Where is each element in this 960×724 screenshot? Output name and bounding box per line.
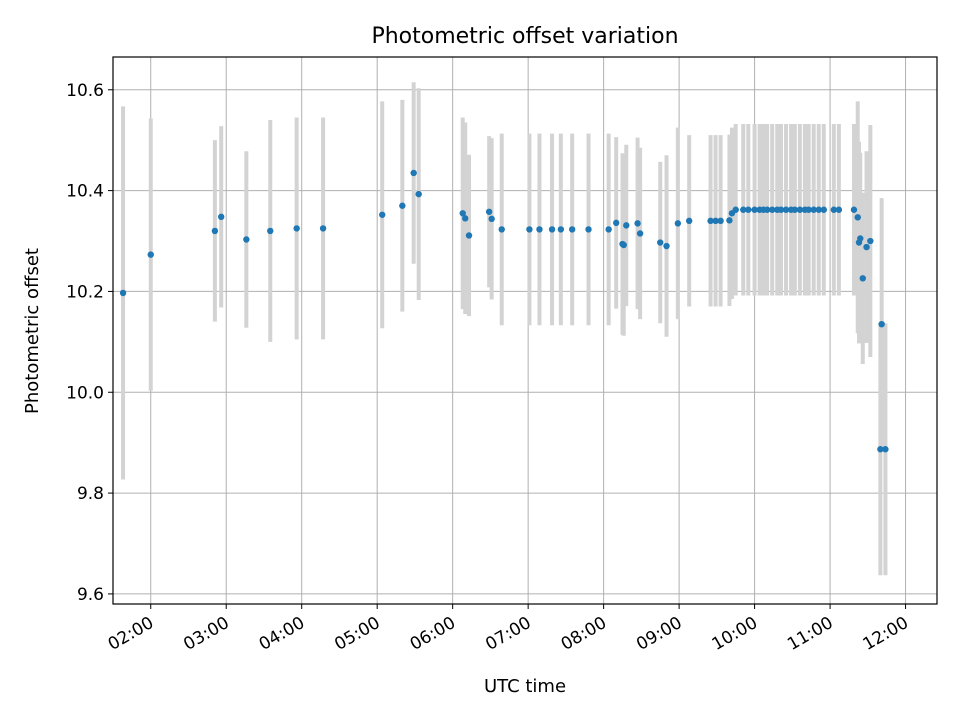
y-tick-label: 9.8 — [77, 484, 104, 504]
data-point — [732, 206, 739, 213]
data-point — [526, 226, 533, 233]
x-tick-label: 09:00 — [633, 613, 685, 655]
x-tick-label: 11:00 — [784, 613, 836, 655]
x-tick-label: 05:00 — [331, 613, 383, 655]
data-point — [820, 206, 827, 213]
data-point — [613, 219, 620, 227]
data-point — [147, 251, 154, 258]
data-point — [835, 206, 843, 213]
x-axis-label: UTC time — [484, 676, 566, 697]
data-point — [740, 206, 747, 213]
data-point — [485, 208, 493, 215]
data-point — [769, 206, 776, 213]
x-tick-label: 07:00 — [482, 613, 534, 655]
data-point — [379, 211, 386, 218]
data-point — [859, 275, 866, 282]
y-tick-label: 10.2 — [66, 282, 104, 302]
data-point — [623, 222, 630, 229]
plot-frame — [112, 56, 938, 605]
data-point — [857, 235, 864, 242]
data-point — [810, 206, 817, 213]
data-point — [777, 206, 785, 213]
data-point — [745, 206, 752, 213]
y-tick-label: 9.6 — [77, 585, 104, 605]
x-tick-label: 02:00 — [105, 613, 157, 655]
x-tick-label: 10:00 — [709, 613, 761, 655]
y-tick-label: 10.4 — [66, 182, 104, 202]
data-point — [243, 236, 250, 243]
data-point — [674, 220, 682, 227]
data-point — [751, 206, 758, 213]
x-axis-ticks: 02:00 03:00 04:00 05:00 06:00 07:00 08:00 09:00… — [105, 604, 912, 655]
data-point — [863, 243, 870, 251]
data-point — [882, 446, 889, 453]
error-bars — [121, 82, 888, 576]
x-tick-label: 04:00 — [256, 613, 308, 655]
data-point — [763, 206, 771, 213]
data-points — [119, 169, 889, 453]
data-point — [119, 289, 127, 297]
y-tick-label: 10.0 — [66, 383, 104, 403]
data-point — [791, 206, 799, 213]
data-point — [585, 226, 592, 233]
data-point — [878, 320, 885, 328]
data-point — [717, 217, 724, 225]
data-point — [815, 206, 822, 213]
data-point — [634, 220, 641, 227]
data-point — [657, 239, 664, 246]
data-point — [726, 217, 733, 224]
data-point — [796, 206, 804, 213]
data-point — [410, 169, 417, 177]
data-point — [415, 190, 422, 198]
data-point — [267, 227, 274, 235]
data-point — [663, 242, 670, 250]
data-point — [465, 232, 473, 239]
data-point — [498, 226, 505, 233]
chart-title: Photometric offset variation — [371, 24, 678, 49]
data-point — [636, 230, 644, 237]
x-tick-label: 08:00 — [558, 613, 610, 655]
data-point — [854, 214, 861, 221]
y-axis-ticks: 9.6 9.8 10.0 10.2 10.4 10.6 — [66, 81, 113, 605]
data-point — [712, 217, 719, 225]
data-point — [805, 206, 812, 213]
y-axis-label: Photometric offset — [22, 248, 43, 414]
data-point — [685, 217, 693, 225]
data-point — [605, 226, 612, 233]
data-point — [707, 217, 714, 225]
data-point — [620, 241, 627, 249]
data-point — [850, 206, 858, 213]
data-point — [877, 446, 884, 453]
data-point — [867, 237, 874, 245]
data-point — [462, 215, 469, 222]
data-point — [293, 225, 300, 232]
data-point — [782, 206, 790, 213]
data-point — [319, 225, 327, 232]
x-tick-label: 03:00 — [180, 613, 232, 655]
data-point — [536, 226, 543, 233]
data-point — [568, 226, 576, 233]
data-point — [399, 202, 406, 209]
data-point — [488, 215, 495, 223]
data-point — [217, 213, 225, 221]
data-point — [557, 226, 565, 233]
data-point — [211, 227, 219, 235]
x-tick-label: 06:00 — [407, 613, 459, 655]
x-tick-label: 12:00 — [860, 613, 912, 655]
y-tick-label: 10.6 — [66, 81, 104, 101]
data-point — [830, 206, 838, 213]
data-point — [548, 226, 556, 233]
data-point — [459, 210, 466, 217]
